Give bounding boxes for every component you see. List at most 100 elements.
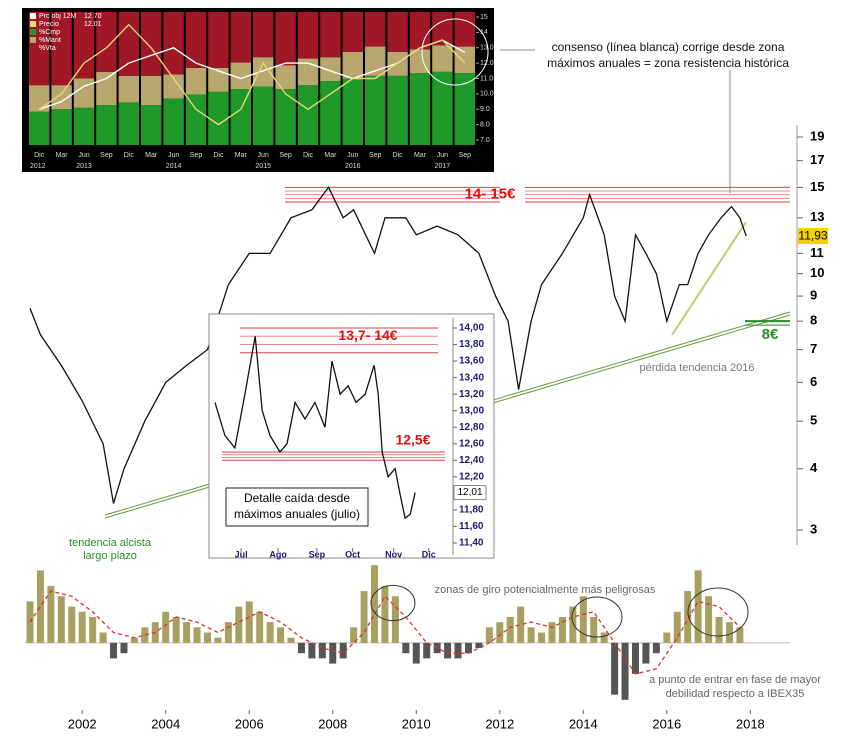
x-tick-label: Sep	[190, 152, 203, 159]
stacked-bar	[342, 12, 363, 52]
stacked-bar	[365, 75, 386, 145]
circle-highlight	[571, 596, 623, 638]
stacked-bar	[342, 51, 363, 79]
annotation: a punto de entrar en fase de mayor	[649, 674, 821, 686]
osc-bar	[68, 606, 76, 643]
osc-bar	[57, 596, 65, 643]
osc-bar	[673, 611, 681, 643]
y-tick-label: 11,40	[459, 538, 484, 549]
osc-bar	[715, 616, 723, 643]
osc-bar	[256, 611, 264, 643]
y-tick-label: 10	[810, 265, 824, 280]
trendline	[671, 221, 747, 336]
stacked-bar	[320, 57, 341, 82]
y-tick-label: 13,00	[459, 405, 484, 416]
stacked-bar	[454, 46, 475, 74]
stacked-bar	[185, 94, 207, 145]
osc-bar	[141, 627, 149, 643]
x-tick-label: 2012	[485, 716, 514, 731]
osc-bar	[705, 596, 713, 643]
y-tick-label: 12,40	[459, 455, 484, 466]
y-tick-label: 9	[810, 288, 817, 303]
year-label: 2012	[30, 163, 46, 170]
last-price-label: 12,01	[457, 487, 482, 498]
stacked-bar	[432, 71, 453, 145]
x-tick-label: Mar	[235, 152, 248, 159]
stacked-bar	[409, 49, 431, 74]
osc-bar	[183, 622, 191, 643]
stacked-bar	[454, 73, 475, 145]
top-line	[38, 23, 466, 126]
y-tick-label: 12,80	[459, 422, 484, 433]
annotation: tendencia alcista	[69, 537, 152, 549]
stacked-bar	[253, 86, 274, 145]
stacked-bar	[118, 102, 139, 145]
legend-value: 12.70	[84, 13, 102, 20]
x-tick-label: Mar	[324, 152, 337, 159]
osc-bar	[318, 642, 326, 659]
osc-bar	[266, 622, 274, 643]
stacked-bar	[29, 111, 50, 145]
osc-bar	[475, 642, 483, 649]
annotation: máximos anuales = zona resistencia histó…	[547, 56, 789, 70]
stacked-bar	[387, 75, 408, 145]
osc-bar	[590, 616, 598, 643]
osc-bar	[235, 606, 243, 643]
x-tick-label: Nov	[385, 549, 402, 559]
y-tick-label: 13,40	[459, 372, 484, 383]
stacked-bar	[432, 12, 453, 46]
x-tick-label: Oct	[345, 549, 360, 559]
x-tick-label: Dic	[422, 549, 436, 559]
stacked-bar	[275, 12, 296, 66]
x-tick-label: Jun	[437, 152, 448, 159]
osc-bar	[172, 616, 180, 643]
stacked-bar	[73, 107, 95, 145]
top-line	[38, 39, 466, 110]
y-tick-label: 7	[810, 341, 817, 356]
stacked-bar	[297, 85, 319, 145]
annotation: pérdida tendencia 2016	[640, 362, 755, 374]
note-text: Detalle caída desde	[244, 491, 350, 505]
osc-bar	[652, 642, 660, 654]
annotation: consenso (línea blanca) corrige desde zo…	[552, 40, 785, 54]
stacked-bar	[320, 81, 341, 145]
stacked-bar	[297, 12, 319, 59]
x-tick-label: Dic	[34, 152, 45, 159]
osc-bar	[339, 642, 347, 659]
annotation: debilidad respecto a IBEX35	[666, 688, 805, 700]
osc-bar	[496, 622, 504, 643]
stacked-bar	[208, 91, 229, 145]
osc-bar	[203, 632, 211, 643]
note-box	[225, 487, 369, 527]
y-tick-label: 13	[810, 209, 824, 224]
x-tick-label: 2014	[569, 716, 598, 731]
osc-bar	[371, 565, 379, 643]
osc-bar	[224, 622, 232, 643]
stacked-bar	[185, 67, 207, 95]
y-tick-label: 13,20	[459, 389, 484, 400]
stacked-bar	[208, 12, 229, 68]
y2-tick-label: 10.0	[480, 91, 494, 98]
osc-bar	[36, 570, 44, 643]
year-label: 2013	[76, 163, 92, 170]
osc-bar	[694, 570, 702, 643]
year-label: 2016	[345, 163, 361, 170]
stacked-bar	[163, 98, 184, 145]
osc-bar	[89, 616, 97, 643]
stacked-bar	[141, 75, 162, 106]
last-price-label: 11,93	[798, 228, 827, 242]
x-tick-label: 2018	[736, 716, 765, 731]
legend-swatch	[30, 13, 36, 19]
stacked-bar	[96, 12, 117, 72]
osc-bar	[214, 637, 222, 643]
last-price-box	[798, 228, 828, 245]
annotation: largo plazo	[83, 550, 137, 562]
y-tick-label: 8	[810, 313, 817, 328]
legend-swatch	[30, 45, 36, 51]
osc-bar	[517, 606, 525, 643]
stacked-bar	[185, 12, 207, 68]
x-tick-label: Sep	[459, 152, 472, 159]
osc-bar	[360, 591, 368, 643]
osc-bar	[444, 642, 452, 659]
